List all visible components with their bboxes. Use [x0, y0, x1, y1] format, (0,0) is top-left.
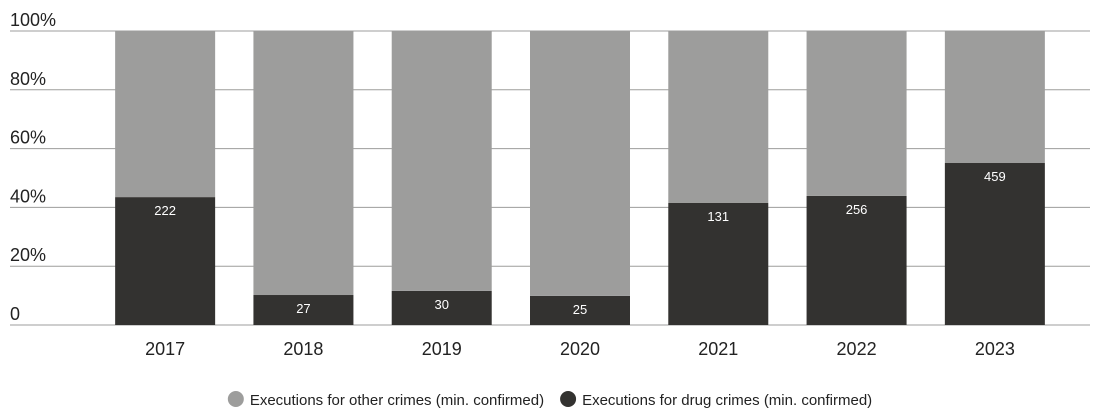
y-tick-label: 100%	[10, 10, 56, 30]
bar-segment	[115, 31, 216, 198]
bar-segment	[391, 31, 492, 291]
bar-segment	[806, 195, 907, 325]
data-label: 27	[296, 301, 310, 316]
legend-marker	[227, 391, 244, 407]
bar-segment	[944, 163, 1045, 325]
bar-segment	[668, 202, 769, 325]
legend-label: Executions for other crimes (min. confir…	[250, 392, 544, 409]
x-tick-label: 2019	[422, 339, 462, 359]
data-label: 131	[707, 209, 729, 224]
data-label: 256	[846, 202, 868, 217]
data-label: 222	[154, 203, 176, 218]
bar-segment	[530, 31, 630, 296]
legend-marker	[560, 391, 577, 407]
x-tick-label: 2021	[698, 339, 738, 359]
x-tick-label: 2018	[283, 339, 323, 359]
y-tick-label: 20%	[10, 245, 46, 265]
data-label: 459	[984, 169, 1006, 184]
x-tick-label: 2022	[837, 339, 877, 359]
x-tick-label: 2020	[560, 339, 600, 359]
y-tick-label: 40%	[10, 186, 46, 206]
bar-segment	[253, 295, 354, 325]
y-tick-label: 80%	[10, 69, 46, 89]
x-tick-label: 2023	[975, 339, 1015, 359]
bar-segment	[806, 31, 907, 196]
bar-segment	[530, 295, 630, 325]
bar-segment	[668, 31, 769, 203]
legend-label: Executions for drug crimes (min. confirm…	[582, 392, 872, 409]
bar-segment	[253, 31, 354, 296]
y-tick-label: 60%	[10, 128, 46, 148]
x-tick-label: 2017	[145, 339, 185, 359]
bar-segment	[391, 290, 492, 325]
y-tick-label: 0	[10, 304, 20, 324]
data-label: 25	[573, 302, 587, 317]
data-label: 30	[434, 297, 448, 312]
bar-segment	[115, 197, 216, 325]
bar-segment	[944, 31, 1045, 164]
